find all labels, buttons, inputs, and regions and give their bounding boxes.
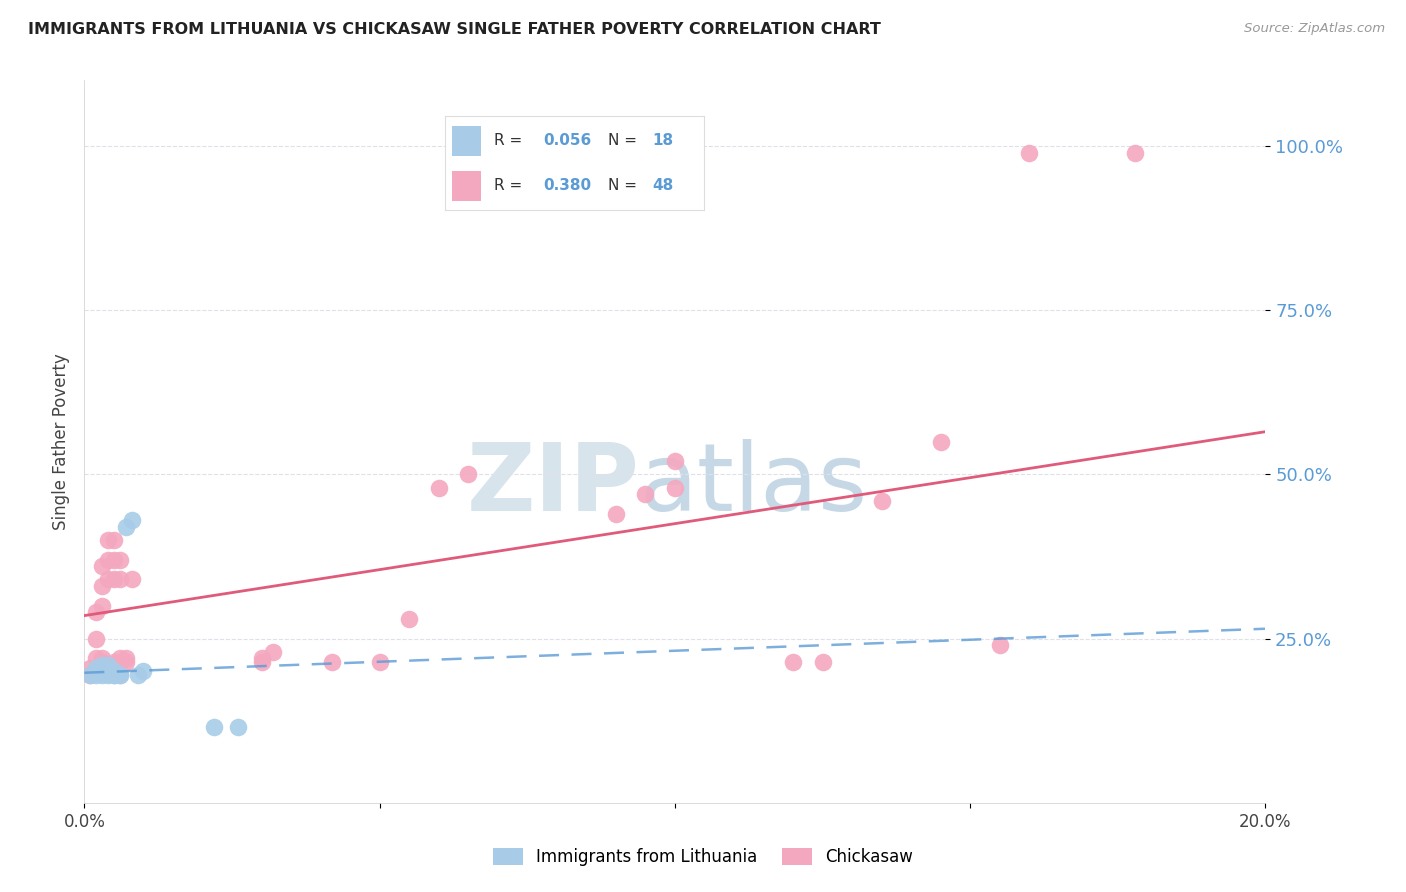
Point — [664, 481, 686, 495]
Point — [250, 655, 273, 669]
Point — [108, 667, 131, 681]
Point — [108, 667, 131, 681]
Point — [1018, 145, 1040, 160]
Point — [121, 573, 143, 587]
Point — [226, 720, 249, 734]
Point — [664, 454, 686, 468]
Point — [811, 655, 834, 669]
Point — [202, 720, 225, 734]
Point — [84, 651, 107, 665]
Y-axis label: Single Father Poverty: Single Father Poverty — [52, 353, 70, 530]
Point — [103, 667, 125, 681]
Point — [91, 657, 114, 672]
Point — [79, 667, 101, 681]
Text: ZIP: ZIP — [467, 439, 640, 531]
Point — [108, 651, 131, 665]
Point — [929, 434, 952, 449]
Point — [97, 667, 120, 681]
Point — [97, 533, 120, 547]
Point — [103, 573, 125, 587]
Point — [250, 651, 273, 665]
Point — [91, 599, 114, 613]
Text: atlas: atlas — [640, 439, 868, 531]
Point — [132, 665, 155, 679]
Point — [114, 520, 136, 534]
Point — [321, 655, 343, 669]
Point — [114, 651, 136, 665]
Point — [79, 661, 101, 675]
Point — [91, 651, 114, 665]
Point — [108, 573, 131, 587]
Point — [127, 667, 149, 681]
Point — [427, 481, 450, 495]
Point — [84, 665, 107, 679]
Point — [262, 645, 284, 659]
Point — [97, 665, 120, 679]
Point — [103, 655, 125, 669]
Point — [1125, 145, 1147, 160]
Point — [103, 553, 125, 567]
Point — [84, 632, 107, 646]
Point — [634, 487, 657, 501]
Text: Source: ZipAtlas.com: Source: ZipAtlas.com — [1244, 22, 1385, 36]
Point — [91, 579, 114, 593]
Point — [91, 665, 114, 679]
Point — [114, 655, 136, 669]
Point — [97, 657, 120, 672]
Point — [91, 559, 114, 574]
Point — [108, 655, 131, 669]
Point — [121, 513, 143, 527]
Point — [103, 665, 125, 679]
Point — [79, 667, 101, 681]
Point — [84, 605, 107, 619]
Point — [782, 655, 804, 669]
Legend: Immigrants from Lithuania, Chickasaw: Immigrants from Lithuania, Chickasaw — [484, 840, 922, 875]
Point — [97, 657, 120, 672]
Point — [988, 638, 1011, 652]
Point — [103, 667, 125, 681]
Point — [84, 661, 107, 675]
Point — [84, 667, 107, 681]
Point — [103, 533, 125, 547]
Text: IMMIGRANTS FROM LITHUANIA VS CHICKASAW SINGLE FATHER POVERTY CORRELATION CHART: IMMIGRANTS FROM LITHUANIA VS CHICKASAW S… — [28, 22, 882, 37]
Point — [457, 467, 479, 482]
Point — [870, 493, 893, 508]
Point — [605, 507, 627, 521]
Point — [97, 553, 120, 567]
Point — [368, 655, 391, 669]
Point — [97, 573, 120, 587]
Point — [108, 553, 131, 567]
Point — [398, 612, 420, 626]
Point — [91, 655, 114, 669]
Point — [91, 667, 114, 681]
Point — [103, 665, 125, 679]
